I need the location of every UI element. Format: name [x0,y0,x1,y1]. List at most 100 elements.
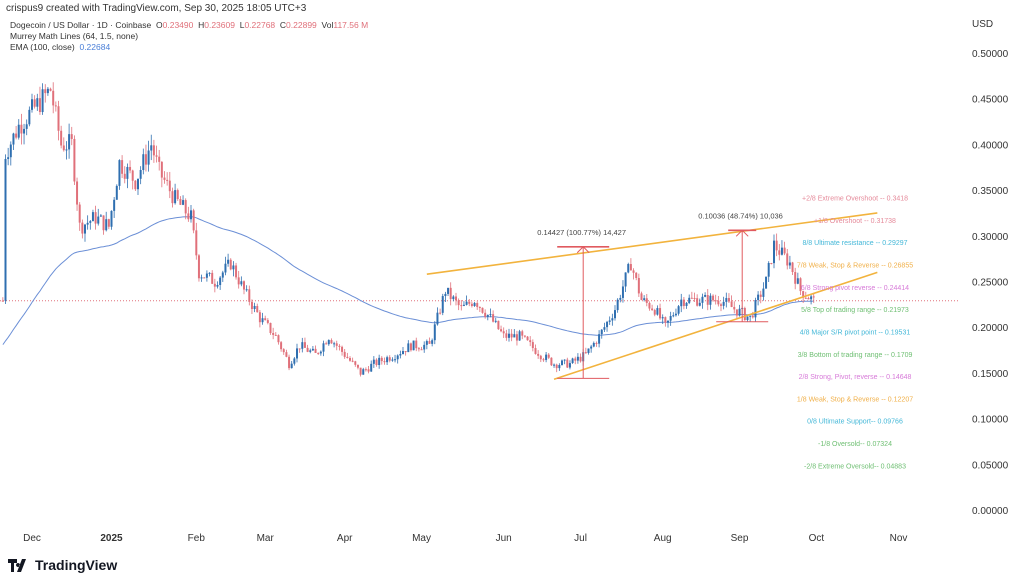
candle-down [637,277,640,294]
candle-up [261,318,264,323]
candle-up [232,265,235,270]
candle-down [645,298,648,303]
candle-up [142,154,145,171]
ema-legend[interactable]: EMA (100, close) 0.22684 [10,42,368,53]
candle-down [449,287,452,300]
candle-up [656,308,659,315]
murrey-level-label: 1/8 Weak, Stop & Reverse -- 0.12207 [797,396,913,403]
candle-down [799,278,802,292]
candle-up [68,134,71,150]
candle-up [86,222,89,225]
murrey-level-label: 7/8 Weak, Stop & Reverse -- 0.26855 [797,263,913,270]
candle-down [526,336,529,341]
candle-down [693,297,696,299]
candle-down [455,296,457,301]
candle-up [767,263,770,277]
candle-up [296,348,298,359]
candle-up [319,351,322,354]
candle-down [505,333,508,338]
tradingview-logo-icon [8,558,26,572]
murrey-legend[interactable]: Murrey Math Lines (64, 1.5, none) [10,31,139,41]
low-label: L [239,20,245,30]
candle-down [54,105,57,107]
candle-down [640,293,643,300]
candle-down [730,301,733,307]
candle-up [576,356,579,361]
candle-up [444,293,447,297]
candle-down [179,199,182,205]
candle-down [346,356,349,359]
candle-up [372,359,375,364]
candle-down [778,250,781,255]
candle-down [81,222,84,234]
candle-up [97,216,100,224]
candle-up [746,316,749,321]
candle-down [794,272,797,284]
candle-up [219,277,222,285]
candle-down [428,341,431,344]
x-tick-label: Jun [496,533,512,544]
symbol-legend[interactable]: Dogecoin / US Dollar · 1D · Coinbase O0.… [10,20,368,31]
high-label: H [198,20,205,30]
candle-up [89,221,92,223]
candle-up [672,315,675,317]
y-tick-label: 0.30000 [972,232,1009,243]
candle-up [147,150,150,165]
candle-up [240,281,243,285]
candle-up [698,302,701,306]
y-tick-label: 0.50000 [972,49,1009,60]
candle-up [253,305,256,309]
candle-down [73,138,76,182]
x-tick-label: Mar [257,533,275,544]
candle-down [197,255,200,279]
candle-up [606,321,609,328]
y-tick-label: 0.20000 [972,323,1009,334]
candle-down [211,272,214,284]
candle-down [720,304,722,306]
candle-up [31,99,33,110]
y-tick-label: 0.00000 [972,506,1009,517]
candle-up [174,190,177,204]
candle-up [4,159,7,301]
candle-down [264,318,267,321]
candle-down [635,272,638,278]
candle-down [714,300,717,302]
candle-down [415,340,418,349]
candle-up [423,344,426,350]
candle-down [367,369,370,372]
candle-up [407,343,410,353]
candle-up [36,98,39,107]
candle-up [725,298,728,302]
candle-down [500,329,503,332]
candle-down [1,300,4,302]
candle-down [550,357,553,366]
candle-down [510,333,513,338]
x-tick-label: Jul [574,533,587,544]
y-tick-label: 0.05000 [972,460,1009,471]
candle-up [190,210,192,220]
candle-down [166,179,169,181]
candle-down [163,177,166,180]
candle-down [349,358,351,361]
x-tick-label: Oct [809,533,825,544]
candle-up [224,263,227,273]
candle-down [770,263,773,265]
measure-label: 0.10036 (48.74%) 10,036 [698,211,783,220]
candle-up [465,301,468,305]
candle-up [301,342,304,349]
candle-up [139,170,142,179]
candle-up [603,327,606,330]
candle-up [309,350,312,352]
candle-down [38,98,41,113]
candle-up [216,284,219,287]
candle-down [303,342,306,348]
candle-up [685,302,688,306]
volume-value: 117.56 M [333,20,369,30]
candle-up [722,301,725,306]
candle-down [306,347,309,352]
candle-up [590,346,593,349]
candle-up [137,178,139,190]
candle-down [786,253,789,266]
candle-down [648,302,651,309]
